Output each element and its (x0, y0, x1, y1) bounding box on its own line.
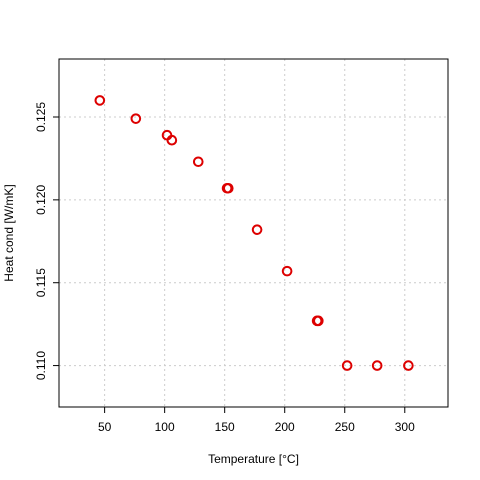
x-tick-label: 200 (275, 420, 295, 434)
x-tick-label: 250 (335, 420, 355, 434)
y-tick-label: 0.120 (34, 185, 48, 215)
y-tick-label: 0.125 (34, 102, 48, 132)
data-point (94, 95, 106, 106)
x-axis-title: Temperature [°C] (208, 452, 299, 466)
x-tick-label: 50 (98, 420, 112, 434)
plot-border (58, 58, 449, 408)
data-point (403, 360, 414, 371)
data-point (222, 182, 234, 194)
data-points (94, 95, 414, 371)
y-tick-label: 0.115 (34, 268, 48, 297)
x-tick-label: 150 (215, 420, 235, 434)
data-point (313, 315, 324, 327)
x-axis: 50 100 150 200 250 300 (98, 407, 415, 434)
data-point (371, 360, 383, 371)
x-tick-label: 100 (155, 420, 175, 434)
data-point (251, 224, 263, 235)
grid-lines (59, 59, 448, 407)
y-axis: 0.110 0.115 0.120 0.125 (34, 102, 59, 380)
data-point (281, 265, 293, 277)
x-tick-label: 300 (395, 420, 415, 434)
data-point (166, 134, 178, 146)
data-point (341, 360, 353, 371)
data-point (192, 156, 204, 168)
y-tick-label: 0.110 (34, 351, 48, 380)
data-point (130, 113, 142, 124)
y-axis-title: Heat cond [W/mK] (2, 184, 16, 281)
